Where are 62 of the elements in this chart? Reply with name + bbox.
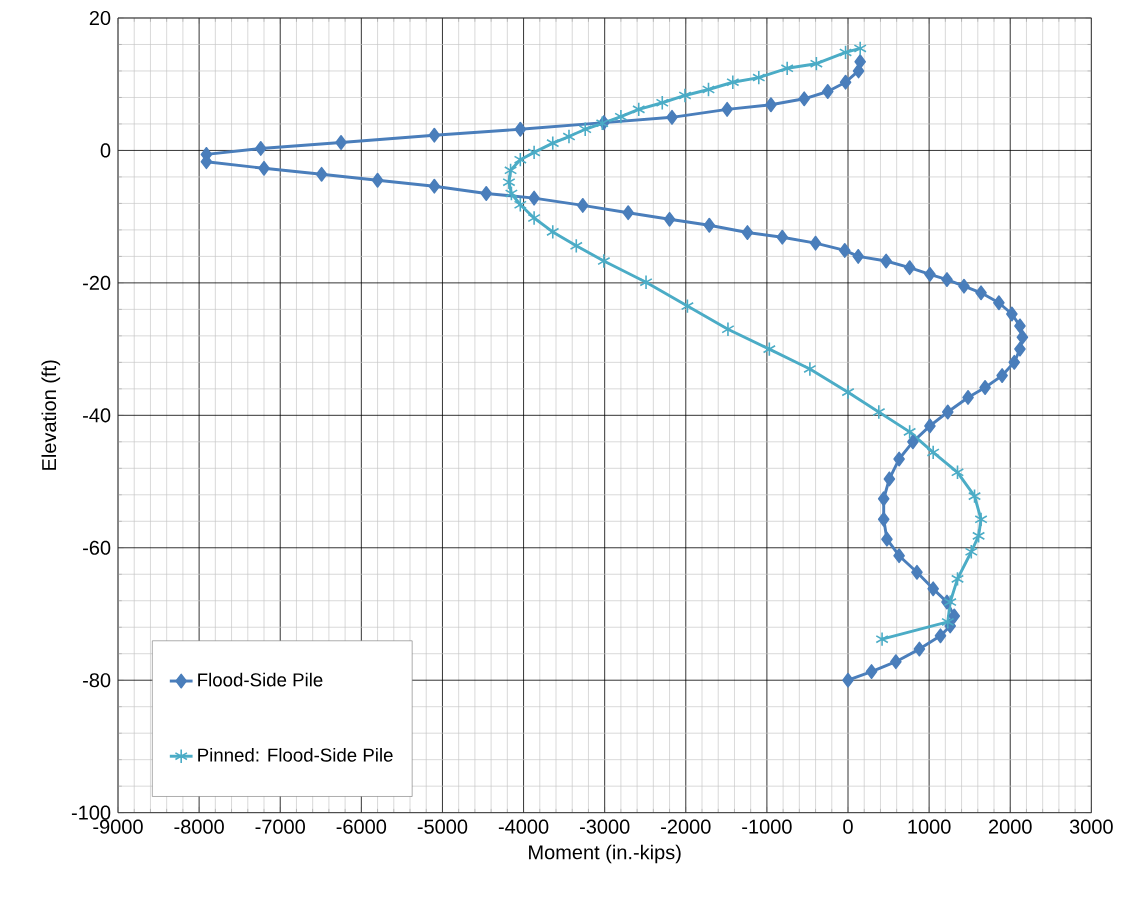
point bbox=[680, 298, 694, 314]
y-tick-label: -100 bbox=[71, 805, 111, 820]
point bbox=[527, 145, 541, 161]
y-tick-label: -60 bbox=[83, 540, 111, 556]
point bbox=[632, 102, 646, 118]
point bbox=[597, 253, 611, 269]
point bbox=[809, 56, 823, 72]
x-tick-label: -6000 bbox=[336, 819, 387, 834]
point bbox=[752, 70, 766, 86]
y-axis-title: Elevation (ft) bbox=[41, 360, 61, 470]
x-tick-label: -8000 bbox=[174, 819, 224, 834]
point bbox=[941, 614, 955, 630]
point bbox=[950, 571, 965, 587]
point bbox=[872, 404, 886, 420]
point bbox=[974, 511, 988, 527]
x-tick-label: -9000 bbox=[93, 819, 143, 834]
point bbox=[903, 424, 917, 440]
point bbox=[527, 210, 541, 226]
x-axis-title: Moment (in.-kips) bbox=[529, 844, 681, 864]
point bbox=[926, 445, 940, 461]
x-tick-label: -2000 bbox=[661, 819, 711, 834]
point bbox=[972, 528, 986, 544]
point bbox=[762, 341, 776, 357]
point bbox=[578, 121, 592, 137]
y-tick-label: 0 bbox=[100, 143, 111, 158]
point bbox=[546, 135, 560, 151]
x-tick-label: 2000 bbox=[988, 819, 1032, 834]
point bbox=[639, 274, 653, 290]
point bbox=[569, 238, 583, 254]
x-tick-label: -3000 bbox=[579, 819, 630, 834]
x-tick-label: 0 bbox=[843, 819, 853, 834]
point bbox=[967, 488, 982, 504]
point bbox=[839, 45, 853, 61]
point bbox=[513, 152, 527, 168]
point bbox=[803, 361, 817, 377]
x-tick-label: -4000 bbox=[498, 819, 549, 834]
point bbox=[964, 544, 978, 560]
y-tick-label: -80 bbox=[83, 673, 111, 688]
point bbox=[678, 88, 692, 104]
point bbox=[780, 61, 794, 76]
y-tick-label: -40 bbox=[83, 408, 111, 423]
x-tick-label: -7000 bbox=[255, 819, 305, 834]
y-tick-label: 20 bbox=[89, 11, 111, 26]
legend-label: Pinned: Flood-Side Pile bbox=[198, 748, 393, 762]
y-tick-label: -20 bbox=[83, 275, 111, 291]
point bbox=[655, 95, 669, 111]
point bbox=[546, 224, 560, 240]
x-tick-label: 3000 bbox=[1069, 819, 1113, 834]
point bbox=[721, 321, 735, 337]
x-tick-label: 1000 bbox=[908, 819, 951, 834]
point bbox=[841, 384, 855, 400]
point bbox=[614, 109, 628, 125]
x-tick-label: -5000 bbox=[417, 819, 468, 834]
x-tick-label: -1000 bbox=[742, 819, 792, 834]
point bbox=[853, 41, 867, 57]
point bbox=[726, 74, 740, 90]
legend-label: Flood-Side Pile bbox=[198, 672, 323, 687]
point bbox=[701, 82, 716, 98]
point bbox=[950, 464, 965, 480]
point bbox=[504, 163, 518, 178]
point bbox=[562, 129, 576, 145]
point bbox=[875, 631, 889, 647]
